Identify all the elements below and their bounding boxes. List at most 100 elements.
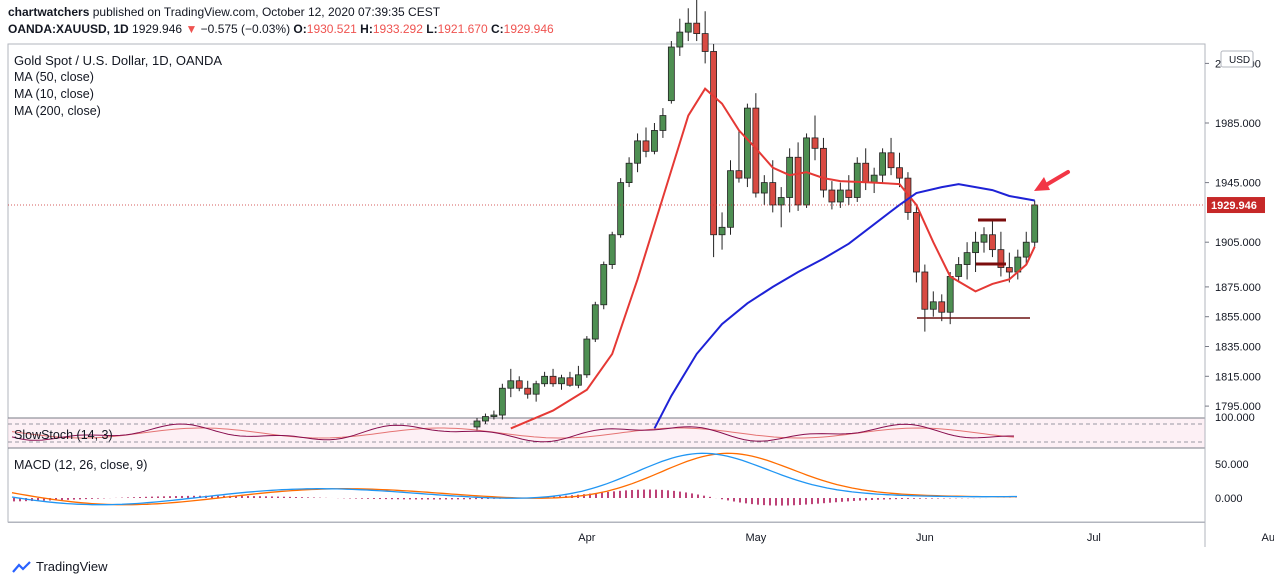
legend-ma50[interactable]: MA (50, close) <box>14 70 94 84</box>
candle <box>600 261 608 310</box>
open-value: 1930.521 <box>306 22 357 36</box>
month-label: Apr <box>578 532 595 544</box>
stoch-d-line <box>11 427 1015 439</box>
ma50-line <box>653 183 1035 429</box>
candle <box>710 44 717 258</box>
candle <box>836 182 844 208</box>
candle <box>972 231 979 272</box>
candle <box>667 41 675 104</box>
candle <box>566 371 574 387</box>
candle <box>625 157 633 188</box>
candle <box>896 152 903 188</box>
candle <box>963 242 971 280</box>
candle <box>980 227 988 253</box>
candle <box>879 148 886 183</box>
candle <box>845 175 853 205</box>
stoch-label[interactable]: SlowStoch (14, 3) <box>14 428 113 442</box>
price-tick-label: 1795.000 <box>1215 401 1261 413</box>
candle <box>921 264 929 332</box>
price-tick-label: 1815.000 <box>1215 371 1261 383</box>
candle <box>760 175 768 205</box>
symbol: OANDA:XAUUSD, 1D <box>8 22 129 36</box>
price-tick-label: 1985.000 <box>1215 118 1261 130</box>
candle <box>1005 252 1013 283</box>
candle <box>676 18 684 56</box>
candle <box>828 181 836 210</box>
change-arrow-icon: ▼ <box>185 22 198 36</box>
candle <box>1022 231 1030 265</box>
candle <box>515 376 523 392</box>
tradingview-logo[interactable]: TradingView <box>12 559 108 574</box>
legend-ma200[interactable]: MA (200, close) <box>14 104 101 118</box>
candle <box>693 0 701 42</box>
candle <box>651 123 658 155</box>
stoch-k-line <box>11 423 1014 443</box>
candle <box>617 178 625 238</box>
last-price-label: 1929.946 <box>1211 200 1257 212</box>
candle <box>558 374 565 390</box>
indicator-tick-label: 100.000 <box>1215 412 1255 424</box>
currency-badge[interactable] <box>1220 50 1254 68</box>
candle <box>507 368 515 398</box>
candle <box>803 133 810 208</box>
candle <box>735 130 743 183</box>
callout-arrow <box>1034 170 1070 191</box>
publish-info: chartwatchers published on TradingView.c… <box>8 5 440 19</box>
candle <box>575 365 582 389</box>
candle <box>684 8 692 42</box>
candle <box>989 219 996 258</box>
high-value: 1933.292 <box>372 22 423 36</box>
candle <box>811 115 819 161</box>
macd-label[interactable]: MACD (12, 26, close, 9) <box>14 458 148 472</box>
candle <box>744 103 751 188</box>
candle <box>955 257 963 283</box>
close-value: 1929.946 <box>503 22 554 36</box>
candle <box>929 291 937 317</box>
legend-ma10[interactable]: MA (10, close) <box>14 87 94 101</box>
candle <box>718 212 726 250</box>
candle <box>786 148 794 213</box>
close-label: C: <box>490 22 504 36</box>
candle <box>498 383 506 420</box>
candle <box>490 410 498 420</box>
candle <box>820 137 827 198</box>
candle <box>777 187 785 228</box>
candle <box>1031 200 1039 247</box>
candle <box>887 137 895 176</box>
open-label: O: <box>293 22 307 36</box>
legend-title[interactable]: Gold Spot / U.S. Dollar, 1D, OANDA <box>14 53 223 68</box>
month-label: Aug <box>1262 532 1274 544</box>
month-label: Jul <box>1087 532 1101 544</box>
candle <box>794 142 802 211</box>
candle <box>701 11 709 64</box>
last-value: 1929.946 <box>132 22 183 36</box>
low-label: L: <box>426 22 438 36</box>
candle <box>524 380 532 399</box>
ohlc-bar: OANDA:XAUUSD, 1D 1929.946 ▼ −0.575 (−0.0… <box>8 22 554 36</box>
candle <box>591 301 599 343</box>
tradingview-icon <box>12 560 31 573</box>
month-label: Jun <box>916 532 934 544</box>
currency-label: USD <box>1229 55 1250 66</box>
candle <box>659 108 667 138</box>
indicator-tick-label: 50.000 <box>1215 459 1249 471</box>
price-tick-label: 1835.000 <box>1215 342 1261 354</box>
indicator-tick-label: 0.000 <box>1215 493 1243 505</box>
macd-line <box>11 452 1017 506</box>
candle <box>549 368 557 387</box>
ma10-line <box>510 87 1036 430</box>
low-value: 1921.670 <box>437 22 488 36</box>
candle <box>853 157 861 202</box>
candle <box>532 380 540 402</box>
change-value: −0.575 (−0.03%) <box>200 22 291 36</box>
candle <box>642 127 650 158</box>
candle <box>583 336 591 378</box>
price-tick-label: 1855.000 <box>1215 312 1261 324</box>
candle <box>938 294 946 322</box>
high-label: H: <box>360 22 373 36</box>
month-label: May <box>745 532 766 544</box>
candle <box>482 413 489 424</box>
publisher-name: chartwatchers <box>8 5 90 19</box>
price-tick-label: 1875.000 <box>1215 282 1261 294</box>
